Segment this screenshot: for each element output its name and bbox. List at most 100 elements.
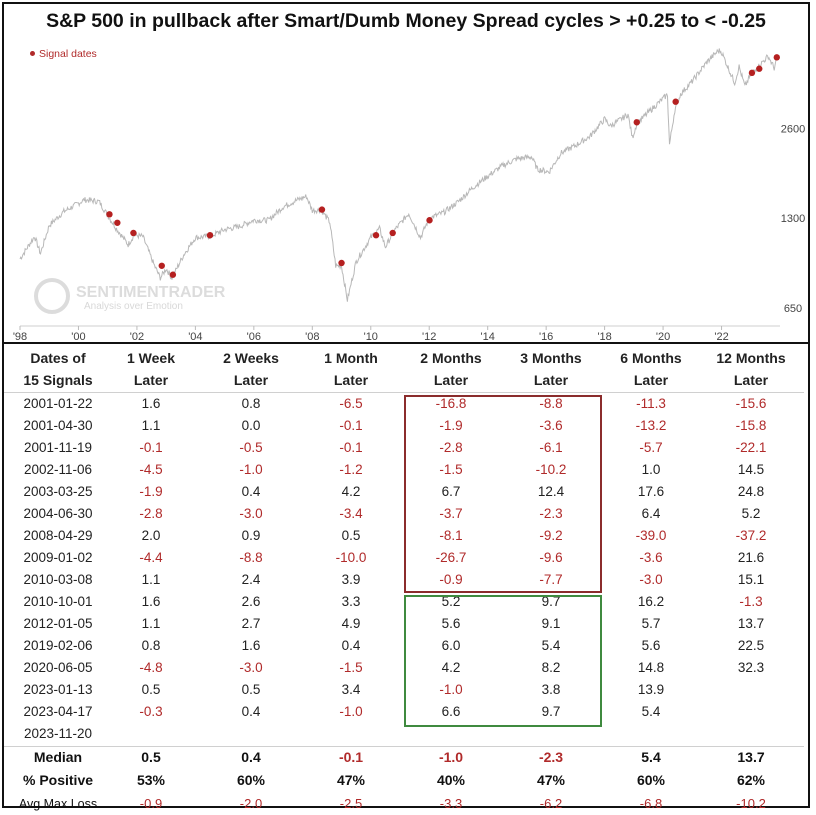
return-cell: 3.9: [341, 572, 361, 587]
return-cell: -1.0: [339, 704, 363, 719]
return-cell: -0.1: [339, 440, 363, 455]
signal-point: [206, 232, 214, 239]
return-cell: -10.2: [535, 462, 567, 477]
return-cell: 22.5: [737, 638, 765, 653]
return-cell: 5.7: [641, 616, 661, 631]
signal-date-cell: 2023-04-17: [23, 704, 93, 719]
summary-rule: [4, 746, 804, 747]
return-cell: -3.6: [639, 550, 663, 565]
return-cell: 2.7: [241, 616, 261, 631]
return-cell: 4.2: [341, 484, 361, 499]
return-cell: 6.0: [441, 638, 461, 653]
return-cell: 16.2: [637, 594, 665, 609]
return-cell: [103, 723, 199, 745]
legend: Signal dates: [30, 48, 97, 60]
x-tick-label: '20: [656, 331, 670, 340]
signal-dot-icon: [30, 51, 35, 56]
signal-date-cell: 2001-01-22: [23, 396, 93, 411]
summary-value: -0.9: [139, 796, 163, 811]
column-header: Later: [133, 372, 169, 388]
return-cell: -1.9: [139, 484, 163, 499]
return-cell: -2.8: [139, 506, 163, 521]
return-cell: 1.1: [141, 572, 161, 587]
signal-point: [338, 259, 345, 267]
column-header: Later: [533, 372, 569, 388]
return-cell: -6.1: [539, 440, 563, 455]
summary-value: -6.8: [639, 796, 663, 811]
return-cell: 2.0: [141, 528, 161, 543]
return-cell: -1.3: [739, 594, 763, 609]
signal-date-cell: 2009-01-02: [23, 550, 93, 565]
return-cell: -3.0: [239, 506, 263, 521]
column-header: Later: [633, 372, 669, 388]
return-cell: 1.1: [141, 418, 161, 433]
return-cell: 21.6: [737, 550, 765, 565]
column-header: Later: [733, 372, 769, 388]
return-cell: -22.1: [735, 440, 767, 455]
negative-results-box: [404, 395, 602, 593]
signal-point: [748, 69, 756, 77]
return-cell: -0.5: [239, 440, 263, 455]
return-cell: -13.2: [635, 418, 667, 433]
return-cell: 24.8: [737, 484, 765, 499]
watermark-text: SENTIMENTRADER: [76, 284, 226, 301]
summary-value: -2.0: [239, 796, 263, 811]
header-rule: [4, 392, 804, 393]
summary-value: 62%: [736, 772, 766, 788]
return-cell: -3.0: [239, 660, 263, 675]
summary-label: Median: [33, 749, 83, 765]
signal-point: [756, 65, 763, 72]
signal-point: [773, 54, 780, 61]
legend-label: Signal dates: [39, 48, 97, 60]
return-cell: 3.3: [341, 594, 361, 609]
return-cell: 0.4: [241, 704, 261, 719]
return-cell: -7.7: [539, 572, 563, 587]
return-cell: -0.1: [339, 418, 363, 433]
summary-value: -0.1: [338, 749, 364, 765]
return-cell: -8.1: [439, 528, 463, 543]
return-cell: 1.1: [141, 616, 161, 631]
x-tick-label: '02: [130, 331, 144, 340]
summary-value: 5.4: [641, 749, 661, 765]
return-cell: -15.6: [735, 396, 767, 411]
return-cell: -3.4: [339, 506, 363, 521]
return-cell: -15.8: [735, 418, 767, 433]
return-cell: 1.6: [141, 594, 161, 609]
return-cell: 5.4: [641, 704, 661, 719]
y-tick-label: 650: [784, 303, 802, 315]
return-cell: 5.2: [441, 594, 461, 609]
return-cell: 0.5: [141, 682, 161, 697]
return-cell: -1.5: [439, 462, 463, 477]
return-cell: 1.6: [241, 638, 261, 653]
return-cell: 3.8: [541, 682, 561, 697]
summary-value: 53%: [136, 772, 166, 788]
x-tick-label: '00: [71, 331, 85, 340]
column-header: 1 Month: [324, 350, 378, 366]
return-cell: 1.6: [141, 396, 161, 411]
return-cell: 5.4: [541, 638, 561, 653]
return-cell: -1.2: [339, 462, 363, 477]
column-header: Dates of: [30, 350, 86, 366]
return-cell: -37.2: [735, 528, 767, 543]
return-cell: 0.4: [341, 638, 361, 653]
return-cell: [703, 701, 799, 723]
summary-value: -10.2: [736, 796, 766, 811]
signal-point: [318, 206, 326, 213]
chart-title: S&P 500 in pullback after Smart/Dumb Mon…: [46, 10, 766, 32]
return-cell: -0.1: [139, 440, 163, 455]
signal-date-cell: 2023-01-13: [23, 682, 93, 697]
return-cell: 0.9: [241, 528, 261, 543]
column-header: 15 Signals: [23, 372, 93, 388]
signal-point: [158, 262, 165, 269]
return-cell: 32.3: [737, 660, 765, 675]
return-cell: -4.5: [139, 462, 163, 477]
x-tick-label: '08: [305, 331, 319, 340]
x-tick-label: '06: [247, 331, 261, 340]
return-cell: 6.6: [441, 704, 461, 719]
price-line: [19, 48, 778, 302]
return-cell: 9.7: [541, 594, 561, 609]
column-header: Later: [333, 372, 369, 388]
signal-date-cell: 2002-11-06: [23, 462, 93, 477]
section-divider: [4, 342, 808, 344]
